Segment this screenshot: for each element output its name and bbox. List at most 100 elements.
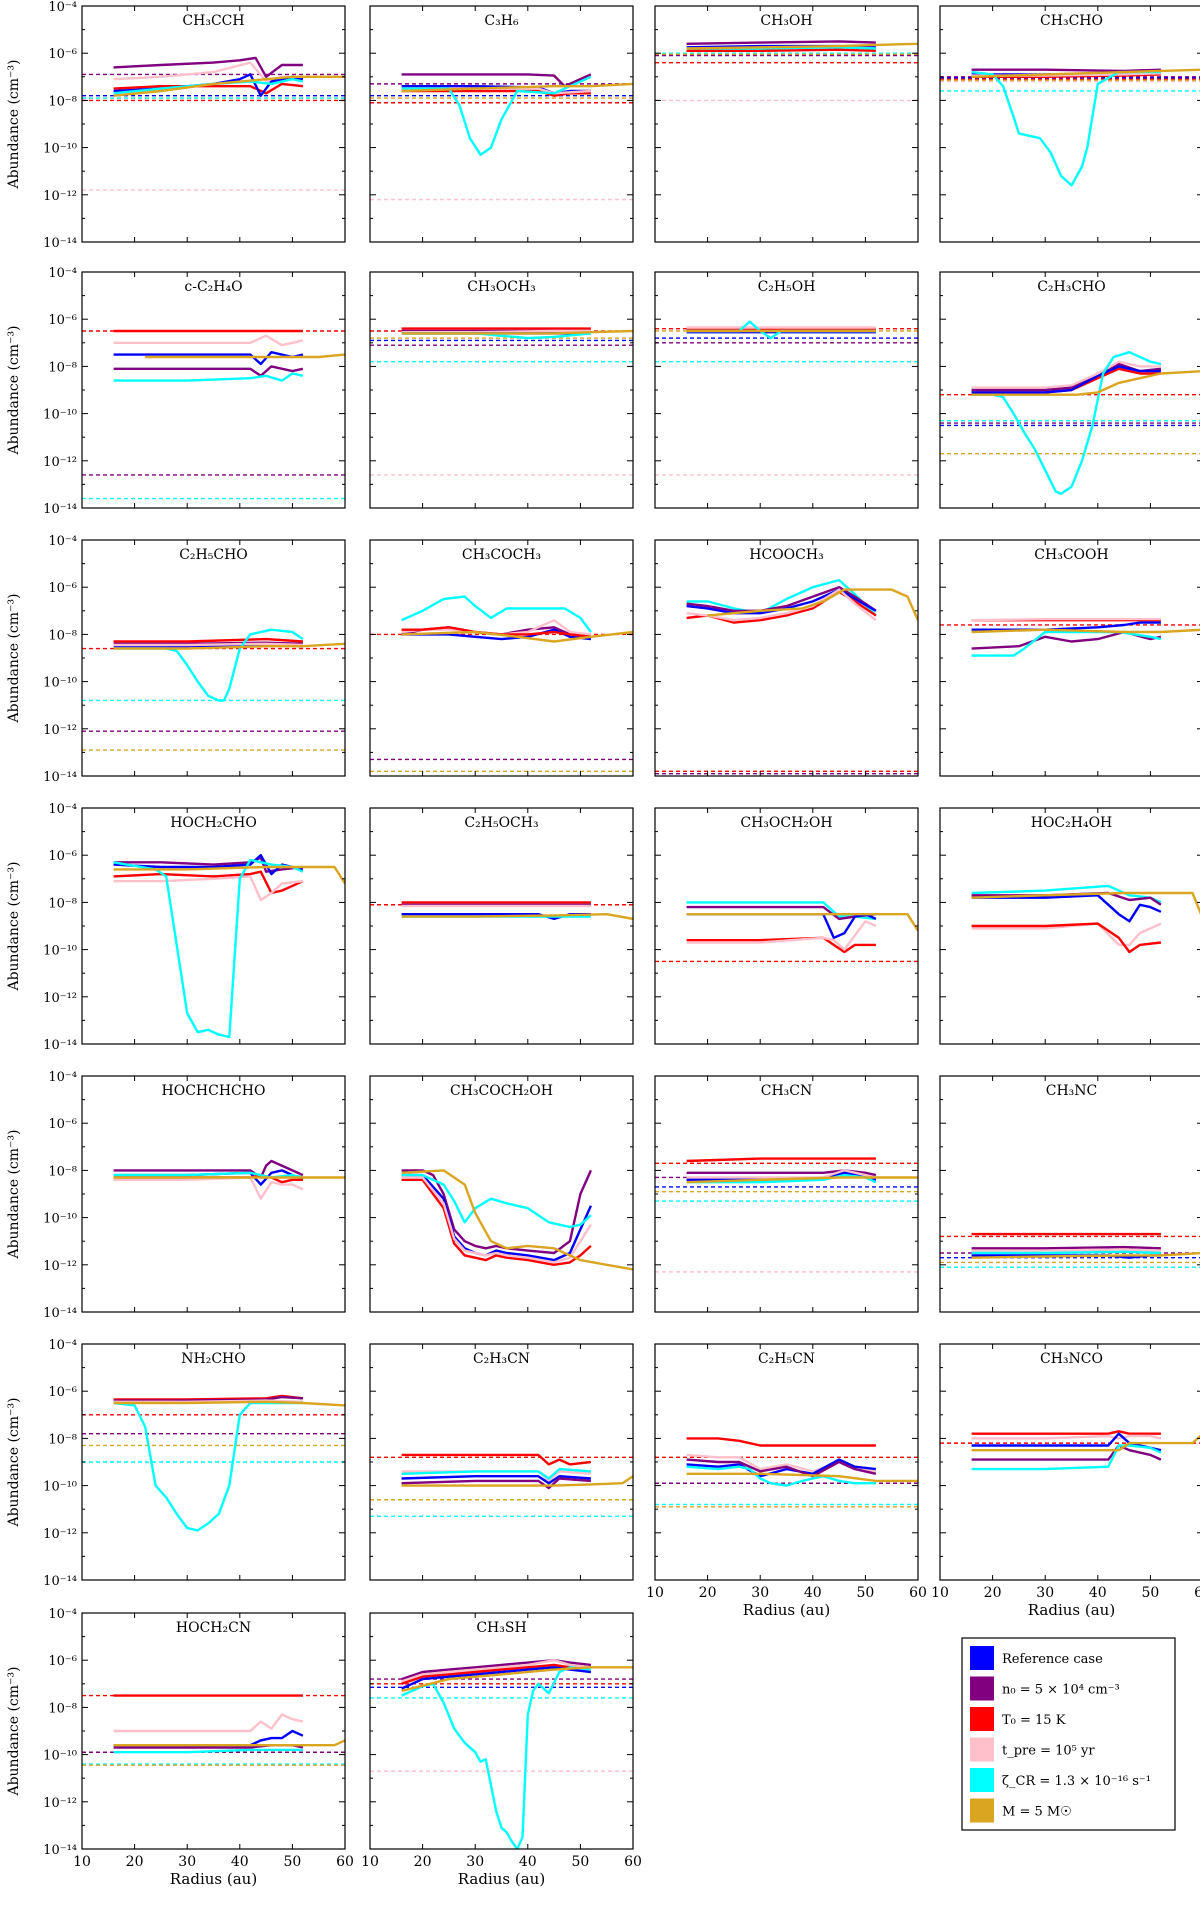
y-tick-label: 10⁻⁶ (48, 47, 77, 62)
series-lines (971, 1430, 1200, 1471)
legend-label-ref: Reference case (1002, 1652, 1103, 1667)
series-line-tpre (401, 1658, 592, 1683)
series-line-n0 (686, 586, 877, 612)
y-tick-label: 10⁻⁸ (48, 94, 77, 109)
legend-swatch-zeta (970, 1768, 994, 1792)
panel-frame (654, 1343, 919, 1581)
panel: NH₂CHO 10⁻⁴ 10⁻⁶ 10⁻⁸ 10⁻¹⁰ 10⁻¹² 10⁻¹⁴ Abundan… (6, 1338, 346, 1589)
panel: CH₃SH 10 20 30 40 50 60 Radius (au) (361, 1612, 642, 1888)
series-lines (401, 1169, 633, 1271)
y-tick-label: 10⁻⁴ (48, 1070, 77, 1085)
x-tick-label: 40 (519, 1854, 537, 1870)
series-line-M (401, 1666, 633, 1693)
series-line-zeta (401, 1467, 591, 1480)
series-line-ref (401, 1474, 591, 1485)
series-lines (686, 40, 918, 52)
y-tick-label: 10⁻¹⁴ (43, 1038, 77, 1053)
series-lines (113, 854, 345, 1039)
series-lines (686, 320, 876, 340)
y-tick-label: 10⁻¹⁰ (43, 408, 77, 423)
legend-swatch-M (970, 1798, 994, 1823)
panel: C₃H₆ (369, 5, 634, 243)
x-tick-label: 20 (699, 1585, 717, 1601)
panel: C₂H₅OCH₃ (369, 807, 634, 1045)
legend-label-zeta: ζ_CR = 1.3 × 10⁻¹⁶ s⁻¹ (1002, 1774, 1151, 1789)
panel-frame (939, 5, 1200, 243)
panel: C₂H₅CN 10 20 30 40 50 60 Radius (au) (646, 1343, 927, 1619)
panel-title: CH₃NCO (1040, 1351, 1103, 1367)
y-tick-label: 10⁻¹² (43, 1527, 77, 1542)
panel-frame (81, 5, 346, 243)
series-line-zeta (113, 1748, 303, 1754)
series-line-n0 (686, 1169, 877, 1177)
panel-title: CH₃OCH₃ (467, 279, 536, 295)
series-line-zeta (401, 1173, 592, 1229)
series-lines (971, 351, 1200, 495)
series-line-zeta (971, 630, 1162, 657)
series-line-M (113, 1400, 345, 1407)
series-line-n0 (401, 1658, 592, 1681)
panel-title: CH₃COOH (1034, 547, 1108, 563)
panel-frame (654, 807, 919, 1045)
series-line-ref (971, 894, 1162, 923)
series-line-M (401, 329, 633, 335)
panel: HCOOCH₃ (654, 539, 919, 777)
series-line-M (971, 68, 1200, 78)
y-tick-label: 10⁻¹⁴ (43, 1574, 77, 1589)
series-line-M (971, 1434, 1200, 1452)
legend-frame (961, 1637, 1176, 1831)
x-tick-label: 30 (178, 1854, 196, 1870)
series-line-ref (971, 621, 1161, 631)
panel-title: C₂H₅CN (758, 1351, 815, 1367)
series-line-tpre (971, 617, 1161, 622)
y-tick-label: 10⁻¹² (43, 723, 77, 738)
series-line-tpre (113, 334, 304, 347)
x-tick-label: 30 (751, 1585, 769, 1601)
series-line-ref (686, 1458, 877, 1478)
series-line-M (113, 75, 345, 97)
x-tick-label: 30 (466, 1854, 484, 1870)
series-line-zeta (113, 372, 304, 382)
series-line-zeta (113, 1401, 303, 1532)
y-axis-label: Abundance (cm⁻³) (6, 861, 22, 991)
x-tick-label: 10 (931, 1585, 949, 1601)
x-axis-label: Radius (au) (170, 1870, 257, 1888)
legend-label-n0: n₀ = 5 × 10⁴ cm⁻³ (1002, 1683, 1120, 1698)
series-lines (401, 1658, 633, 1849)
x-tick-label: 10 (73, 1854, 91, 1870)
series-lines (113, 1159, 345, 1200)
y-tick-label: 10⁻¹⁰ (43, 142, 77, 157)
x-tick-label: 60 (1194, 1585, 1200, 1601)
panel-frame (81, 271, 346, 509)
series-line-tpre (113, 875, 304, 902)
panel-frame (939, 1075, 1200, 1313)
series-line-M (971, 1251, 1200, 1259)
series-line-T0 (686, 1437, 876, 1447)
panel: HOCHCHCHO 10⁻⁴ 10⁻⁶ 10⁻⁸ 10⁻¹⁰ 10⁻¹² 10⁻¹⁴ Abun… (6, 1070, 346, 1321)
series-lines (686, 901, 918, 954)
series-line-zeta (401, 1666, 592, 1849)
series-line-ref (113, 1729, 304, 1747)
series-lines (401, 901, 633, 921)
series-lines (686, 1437, 918, 1487)
series-line-T0 (401, 1663, 592, 1685)
panel: CH₃CHO (939, 5, 1200, 243)
panel-frame (369, 5, 634, 243)
series-lines (401, 327, 633, 340)
panel: C₂H₅OH (654, 271, 919, 509)
panel-frame (369, 271, 634, 509)
y-tick-label: 10⁻¹² (43, 1259, 77, 1274)
series-line-n0 (401, 73, 592, 88)
y-tick-label: 10⁻⁶ (48, 849, 77, 864)
y-tick-label: 10⁻¹² (43, 991, 77, 1006)
panel-title: CH₃OCH₂OH (740, 815, 832, 831)
series-line-n0 (113, 365, 304, 377)
panel-title: C₂H₅OH (758, 279, 816, 295)
legend-swatch-T0 (970, 1707, 994, 1731)
panel-frame (81, 539, 346, 777)
y-tick-label: 10⁻⁸ (48, 1701, 77, 1716)
series-line-T0 (686, 936, 876, 954)
panel-frame (369, 1075, 634, 1313)
series-line-M (401, 1475, 633, 1487)
